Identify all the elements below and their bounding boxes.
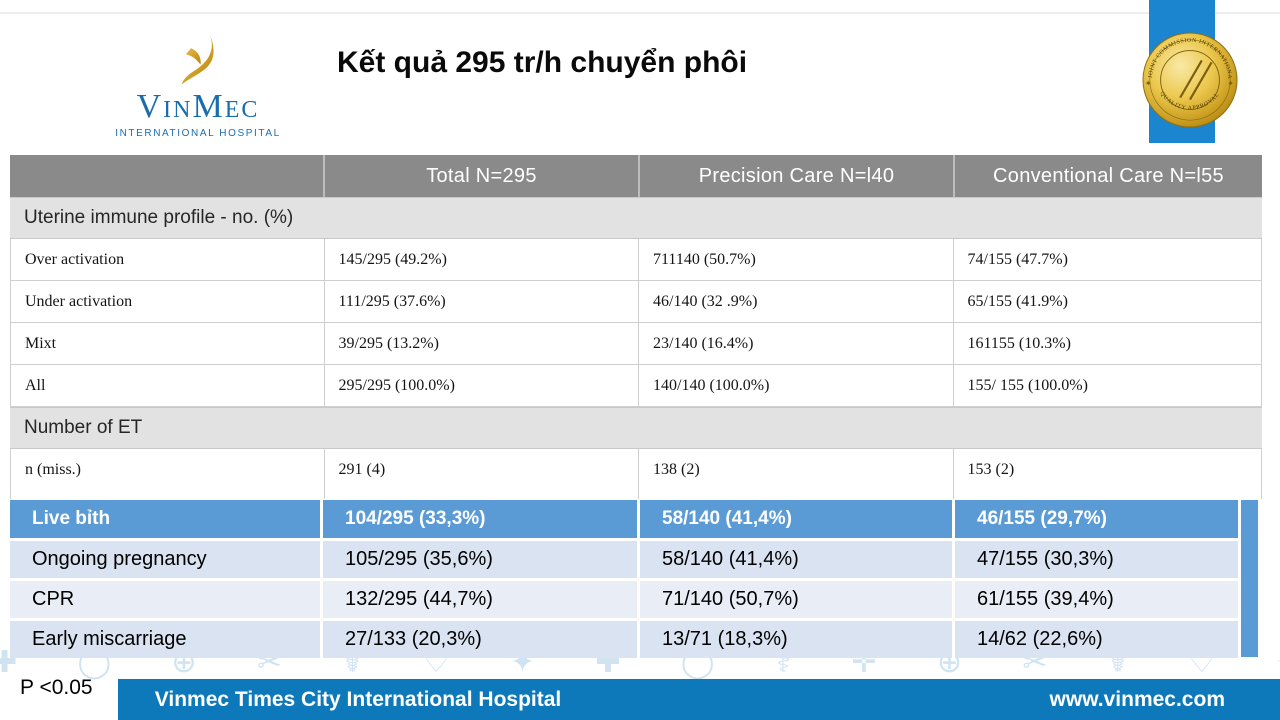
cell-value: 46/140 (32 .9%) [638, 281, 953, 322]
row-label: Ongoing pregnancy [32, 548, 207, 570]
p-value-note: P <0.05 [20, 676, 93, 699]
results-table: Total N=295 Precision Care N=l40 Convent… [10, 155, 1262, 499]
table-row: Under activation 111/295 (37.6%) 46/140 … [10, 281, 1262, 323]
row-label: All [25, 377, 46, 394]
row-label: Under activation [25, 293, 133, 310]
outcomes-overlay-table: Live bỉth 104/295 (33,3%) 58/140 (41,4%)… [10, 500, 1238, 658]
footer-bar: Vinmec Times City International Hospital… [118, 679, 1280, 720]
cell-value: 111/295 (37.6%) [323, 281, 639, 322]
cell-value: 27/133 (20,3%) [320, 621, 637, 658]
slide-title: Kết quả 295 tr/h chuyển phôi [337, 46, 748, 79]
cell-value: 105/295 (35,6%) [320, 541, 637, 578]
jci-gold-seal-icon: JOINT COMMISSION INTERNATIONAL QUALITY A… [1141, 31, 1238, 128]
row-label: Over activation [25, 251, 125, 268]
cell-value: 138 (2) [638, 449, 953, 499]
table-row: Mixt 39/295 (13.2%) 23/140 (16.4%) 16115… [10, 323, 1262, 365]
overlay-row: Early miscarriage 27/133 (20,3%) 13/71 (… [10, 621, 1238, 658]
seal-star-right: ✦ [1227, 79, 1234, 88]
overlay-table-edge-bar [1241, 500, 1258, 657]
logo-subtitle: INTERNATIONAL HOSPITAL [115, 128, 281, 139]
header-cell-conventional: Conventional Care N=l55 [953, 155, 1262, 197]
cell-value: 23/140 (16.4%) [638, 323, 953, 364]
cell-value: 153 (2) [952, 449, 1262, 499]
row-label: Early miscarriage [32, 628, 187, 650]
cell-value: 65/155 (41.9%) [952, 281, 1262, 322]
row-label: n (miss.) [25, 461, 81, 478]
overlay-header-row: Live bỉth 104/295 (33,3%) 58/140 (41,4%)… [10, 500, 1238, 538]
footer-website-link[interactable]: www.vinmec.com [1049, 688, 1225, 711]
cell-value: 711140 (50.7%) [638, 239, 953, 280]
overlay-header-label: Live bỉth [32, 508, 111, 529]
header-cell-precision: Precision Care N=l40 [638, 155, 953, 197]
cell-value: 14/62 (22,6%) [952, 621, 1238, 658]
cell-value: 132/295 (44,7%) [320, 581, 637, 618]
cell-value: 295/295 (100.0%) [323, 365, 639, 406]
cell-value: 145/295 (49.2%) [323, 239, 639, 280]
cell-value: 39/295 (13.2%) [323, 323, 639, 364]
overlay-header-value: 58/140 (41,4%) [637, 500, 952, 538]
row-label: CPR [32, 588, 75, 610]
vinmec-logo: VinMec INTERNATIONAL HOSPITAL [108, 36, 288, 139]
cell-value: 140/140 (100.0%) [638, 365, 953, 406]
cell-value: 155/ 155 (100.0%) [952, 365, 1262, 406]
top-divider-line [0, 12, 1280, 14]
logo-wordmark: VinMec [136, 88, 260, 125]
cell-value: 74/155 (47.7%) [952, 239, 1262, 280]
seal-star-left: ✦ [1145, 79, 1152, 88]
table-header-row: Total N=295 Precision Care N=l40 Convent… [10, 155, 1262, 197]
overlay-header-value: 46/155 (29,7%) [952, 500, 1238, 538]
section-row-number-of-et: Number of ET [10, 407, 1262, 449]
footer-hospital-name: Vinmec Times City International Hospital [154, 688, 562, 711]
gold-bird-icon [181, 36, 214, 85]
row-label: Mixt [25, 335, 57, 352]
cell-value: 71/140 (50,7%) [637, 581, 952, 618]
header-cell-total: Total N=295 [323, 155, 638, 197]
cell-value: 47/155 (30,3%) [952, 541, 1238, 578]
overlay-row: Ongoing pregnancy 105/295 (35,6%) 58/140… [10, 541, 1238, 578]
overlay-header-value: 104/295 (33,3%) [320, 500, 637, 538]
cell-value: 13/71 (18,3%) [637, 621, 952, 658]
section-row-uterine-immune-profile: Uterine immune profile - no. (%) [10, 197, 1262, 239]
table-row: n (miss.) 291 (4) 138 (2) 153 (2) [10, 449, 1262, 499]
overlay-row: CPR 132/295 (44,7%) 71/140 (50,7%) 61/15… [10, 581, 1238, 618]
cell-value: 161155 (10.3%) [952, 323, 1262, 364]
cell-value: 61/155 (39,4%) [952, 581, 1238, 618]
cell-value: 58/140 (41,4%) [637, 541, 952, 578]
header-cell-empty [10, 155, 323, 197]
cell-value: 291 (4) [323, 449, 639, 499]
table-row: All 295/295 (100.0%) 140/140 (100.0%) 15… [10, 365, 1262, 407]
table-row: Over activation 145/295 (49.2%) 711140 (… [10, 239, 1262, 281]
